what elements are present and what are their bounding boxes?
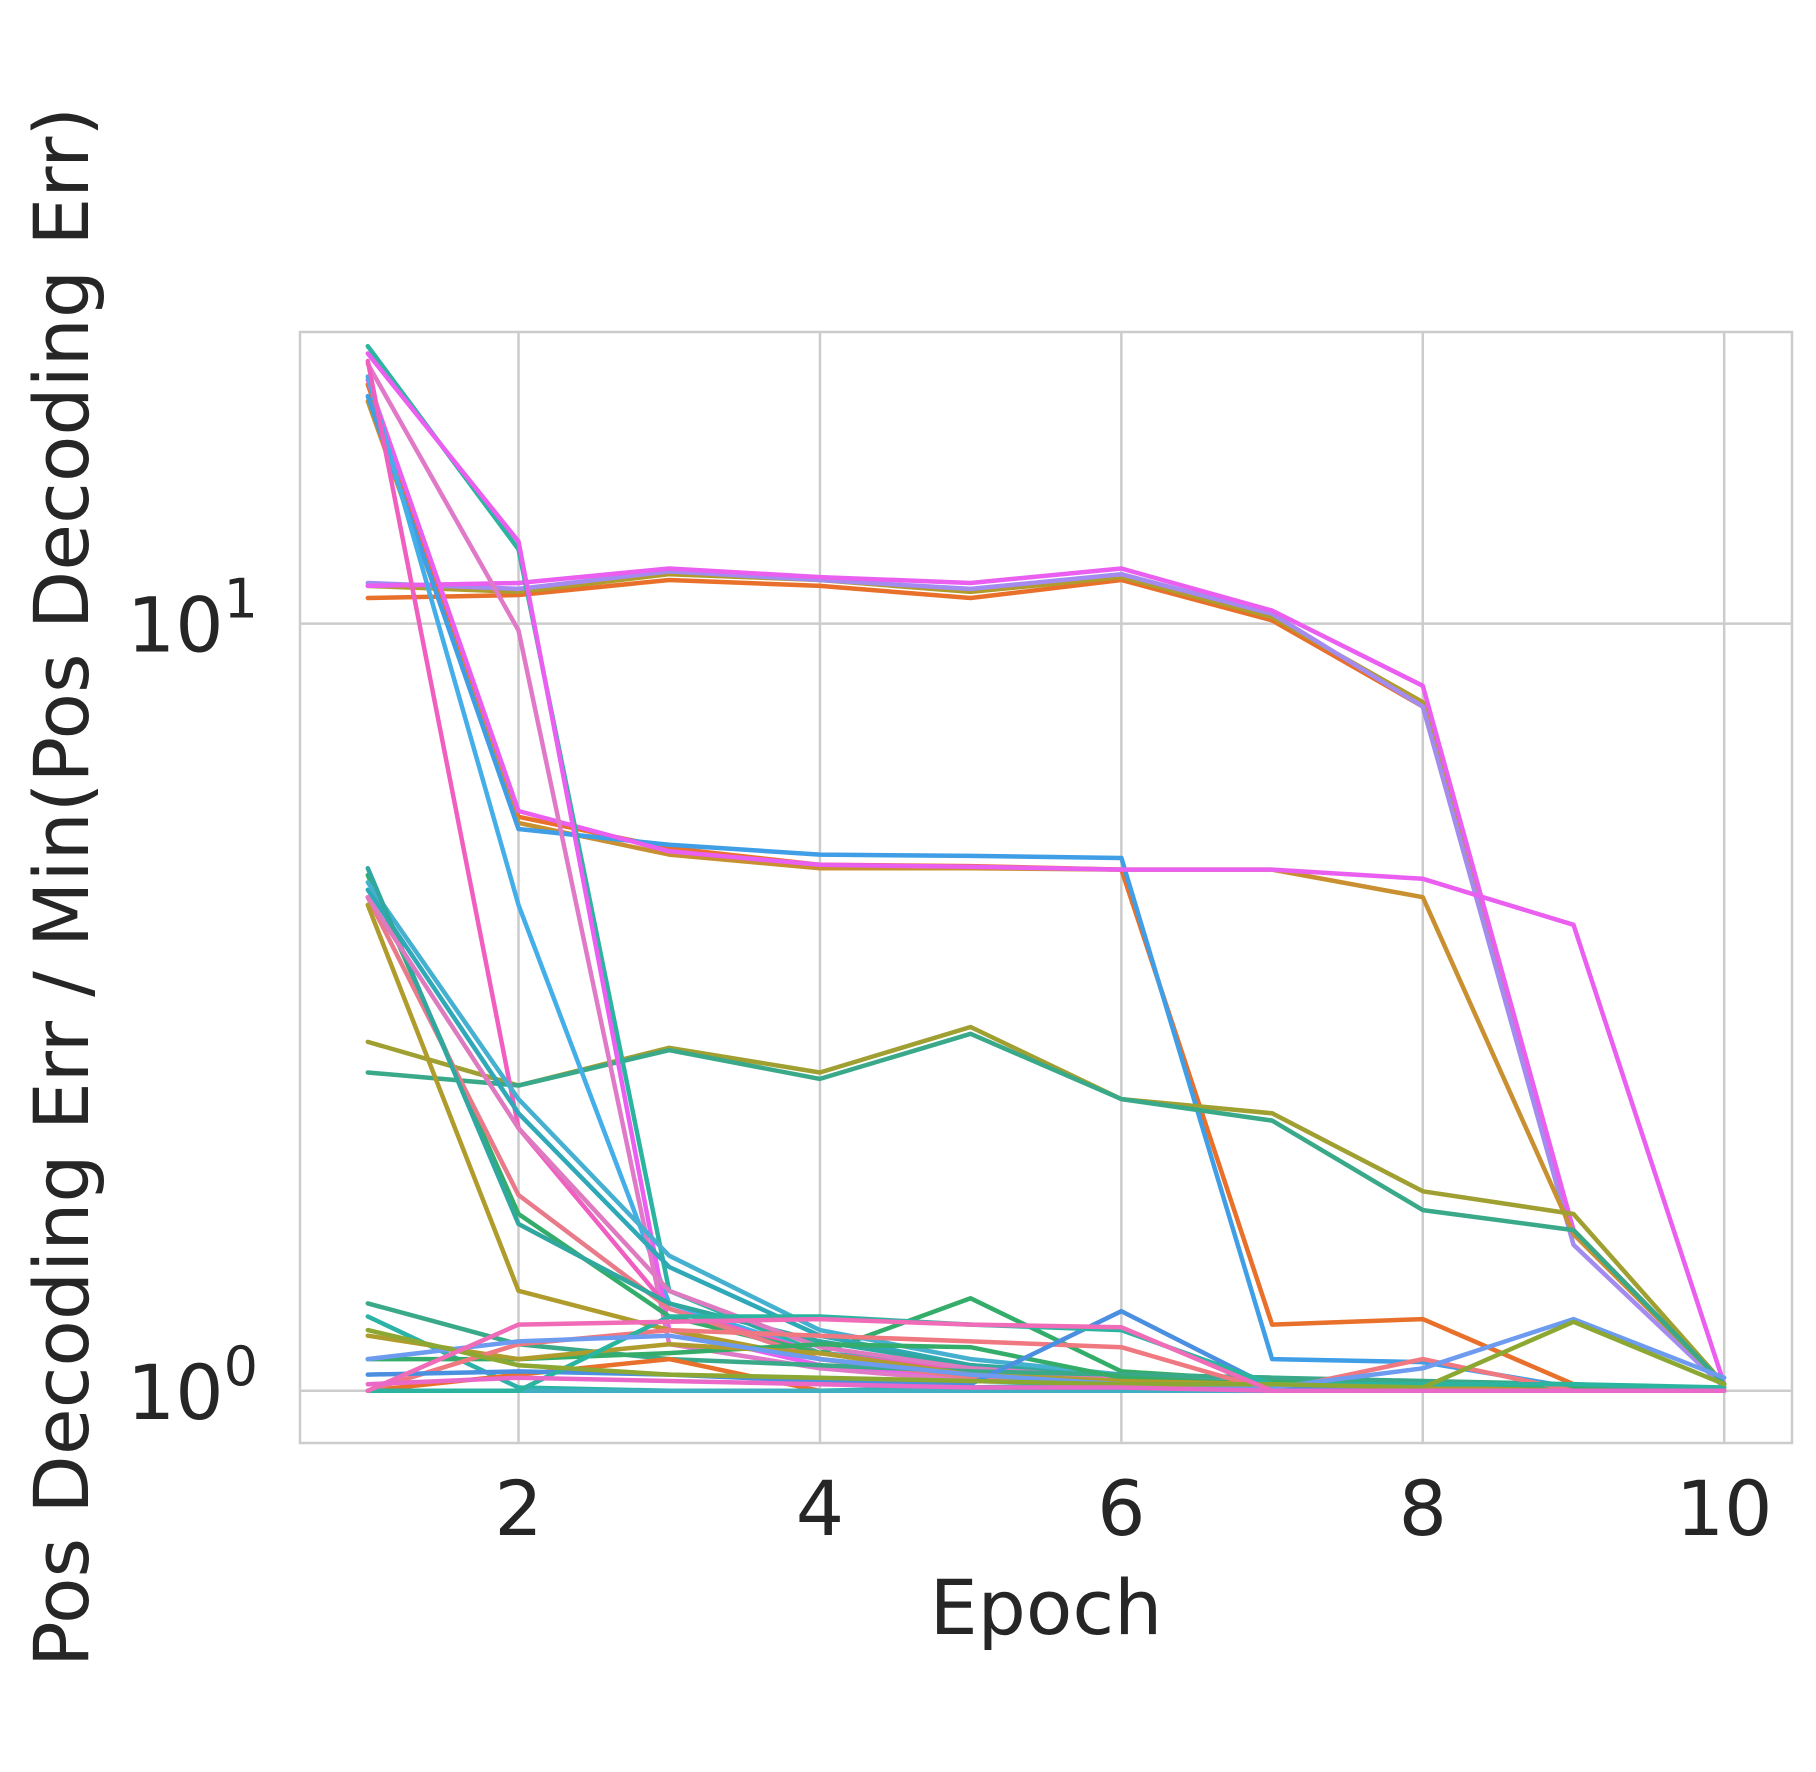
plot-area bbox=[300, 332, 1792, 1443]
y-axis-label: Pos Decoding Err / Min(Pos Decoding Err) bbox=[17, 107, 106, 1667]
x-tick-label: 10 bbox=[1676, 1464, 1773, 1553]
series-line bbox=[365, 566, 1727, 1387]
series-line bbox=[365, 1316, 1727, 1390]
y-tick-label: 101 bbox=[127, 568, 258, 670]
series-line bbox=[365, 569, 1727, 1390]
x-tick-labels: 2 4 6 8 10 bbox=[494, 1464, 1772, 1553]
x-tick-label: 6 bbox=[1097, 1464, 1145, 1553]
series-line bbox=[365, 1375, 1727, 1394]
x-tick-label: 2 bbox=[494, 1464, 542, 1553]
series-line bbox=[365, 1031, 1727, 1387]
x-tick-label: 8 bbox=[1399, 1464, 1447, 1553]
series-line bbox=[365, 377, 1727, 1387]
plot-frame bbox=[298, 330, 1794, 1445]
x-tick-label: 4 bbox=[796, 1464, 844, 1553]
y-tick-label: 100 bbox=[127, 1335, 258, 1437]
y-tick-labels: 100 101 bbox=[127, 568, 258, 1437]
series-line bbox=[365, 1319, 1727, 1390]
x-axis-label: Epoch bbox=[930, 1563, 1163, 1652]
series-lines bbox=[365, 343, 1727, 1394]
